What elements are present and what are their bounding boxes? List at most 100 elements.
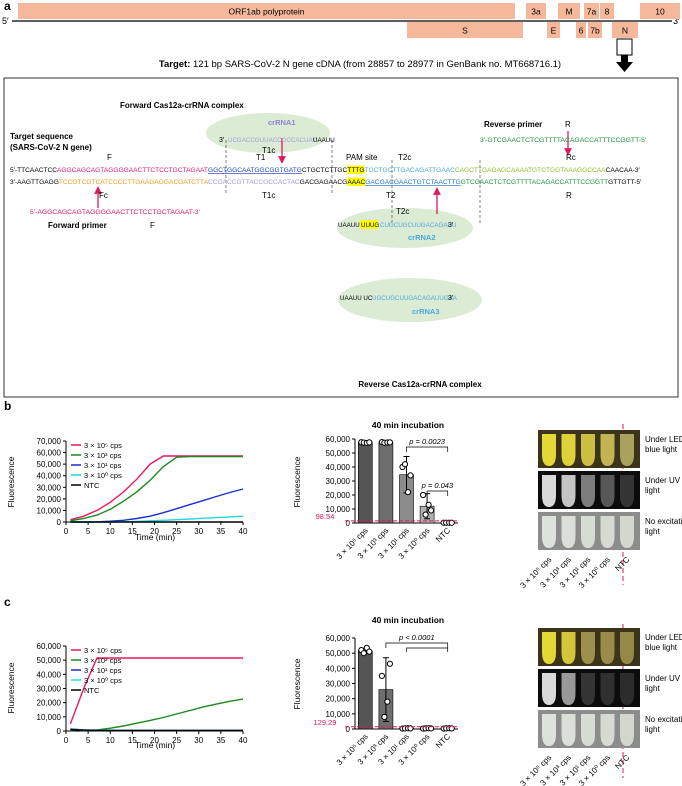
y-tick-label: 20,000 <box>37 699 62 708</box>
x-tick-label: 10 <box>106 527 115 536</box>
sequence-label: T1c <box>262 191 275 200</box>
y-tick-label: 0 <box>57 518 62 527</box>
photo-condition: light <box>645 684 660 693</box>
gene-box <box>547 22 560 38</box>
complex-cloud <box>337 208 473 248</box>
x-tick-label: 25 <box>172 736 181 745</box>
sequence-label: UAAUU <box>313 137 335 144</box>
sequence-segment: CCGACCGTTACCGCCACTAC <box>208 179 300 186</box>
tube <box>542 434 556 466</box>
photo-condition: light <box>645 725 660 734</box>
photo-condition: Under UV <box>645 476 681 485</box>
x-tick-label: 30 <box>194 527 203 536</box>
x-tick-label: 25 <box>172 527 181 536</box>
x-tick-label: 5 <box>86 736 91 745</box>
sequence-label: crRNA1 <box>268 118 296 127</box>
data-point <box>401 461 409 468</box>
data-point <box>428 507 435 514</box>
sequence-segment: CTGCTCTTGC <box>302 167 348 174</box>
sequence-segment: GGCTGGCAATGGCGGTGATG <box>208 167 302 174</box>
series-line <box>70 728 243 732</box>
sequence-segment: GTCGAACTCTCGTTTTACAGACCATTTCCGGTT <box>461 179 608 186</box>
photo-condition: Under LED <box>645 633 682 642</box>
threshold-label: 98.54 <box>316 512 335 521</box>
legend-label: 3 × 10⁵ cps <box>84 441 122 450</box>
complex-cloud <box>338 278 482 322</box>
y-tick-label: 20,000 <box>326 695 351 704</box>
legend-label: 3 × 10¹ cps <box>84 666 122 675</box>
gene-label: E <box>551 26 557 36</box>
gene-box <box>18 3 515 19</box>
sequence-label: Target sequence <box>10 132 74 141</box>
legend-label: 3 × 10³ cps <box>84 656 122 665</box>
gene-label: 7a <box>587 7 597 17</box>
x-tick-label: 0 <box>64 527 69 536</box>
y-axis-label: Fluorescence <box>6 662 16 713</box>
x-tick-label: 20 <box>150 736 159 745</box>
tube <box>600 475 615 507</box>
x-tick-label: 30 <box>194 736 203 745</box>
data-point <box>422 511 429 518</box>
sequence-segment: CAACAA-3′ <box>606 167 641 174</box>
gene-box <box>407 22 523 38</box>
tube <box>581 714 595 746</box>
sequence-label: T2c <box>398 153 411 162</box>
gene-box <box>612 22 638 38</box>
target-arrow-head <box>616 62 633 72</box>
tube <box>600 434 615 466</box>
series-line <box>69 657 243 725</box>
tube <box>600 516 615 548</box>
y-tick-label: 40,000 <box>37 472 62 481</box>
gene-box <box>600 3 614 19</box>
complex-cloud <box>206 113 330 153</box>
tube <box>600 632 615 664</box>
x-tick-label: 0 <box>64 736 69 745</box>
tube <box>581 632 595 664</box>
y-tick-label: 20,000 <box>326 491 351 500</box>
y-tick-label: 30,000 <box>37 685 62 694</box>
data-point <box>386 660 393 667</box>
tube <box>561 434 576 466</box>
x-tick-label: NTC <box>434 526 452 544</box>
genome-end: 5′ <box>2 16 9 26</box>
strand: 3′-AAGTTGAGGTCCGTCGTCATCCCCTTGAAGAGGACGA… <box>10 179 642 186</box>
tube <box>620 714 634 746</box>
x-tick-label: 35 <box>216 736 225 745</box>
tube <box>581 516 595 548</box>
tube <box>620 434 634 466</box>
legend-label: NTC <box>84 481 100 490</box>
y-tick-label: 50,000 <box>326 449 351 458</box>
sequence-segment: GTTGTT-5′ <box>608 179 642 186</box>
x-tick-label: 35 <box>216 527 225 536</box>
p-value: p = 0.043 <box>421 481 454 490</box>
y-tick-label: 70,000 <box>37 437 62 446</box>
x-tick-label: NTC <box>434 732 452 750</box>
sequence-label: crRNA3 <box>412 307 440 316</box>
threshold-label: 129.29 <box>314 718 337 727</box>
sequence-label: Reverse Cas12a-crRNA complex <box>358 380 482 389</box>
y-tick-label: 50,000 <box>37 460 62 469</box>
sequence-label: Forward Cas12a-crRNA complex <box>120 101 244 110</box>
sequence-segment: CAGCTTGAGAGCAAAATGTCTGGTAAAGGCCAA <box>455 167 606 174</box>
sequence-segment: AGGCAGCAGTAGGGGAACTTCTCCTGCTAGAAT <box>57 167 208 174</box>
data-point <box>378 672 385 680</box>
target-line: Target: 121 bp SARS-CoV-2 N gene cDNA (f… <box>159 59 561 70</box>
y-tick-label: 20,000 <box>37 495 62 504</box>
tube <box>581 673 595 705</box>
tube <box>581 475 595 507</box>
tube <box>561 714 576 746</box>
gene-label: 10 <box>655 7 665 17</box>
tube <box>600 714 615 746</box>
x-tick-label: 15 <box>128 736 137 745</box>
tube <box>620 516 634 548</box>
strand: 5′-TTCAACTCCAGGCAGCAGTAGGGGAACTTCTCCTGCT… <box>10 167 641 174</box>
gene-box <box>526 3 546 19</box>
sequence-label: UUUG <box>361 222 379 229</box>
x-tick-label: 10 <box>106 736 115 745</box>
photo-condition: Under UV <box>645 674 681 683</box>
gene-label: S <box>462 26 468 36</box>
tube <box>561 673 576 705</box>
tube-label: NTC <box>613 555 631 573</box>
tube <box>561 475 576 507</box>
y-axis-label: Fluorescence <box>292 456 302 507</box>
